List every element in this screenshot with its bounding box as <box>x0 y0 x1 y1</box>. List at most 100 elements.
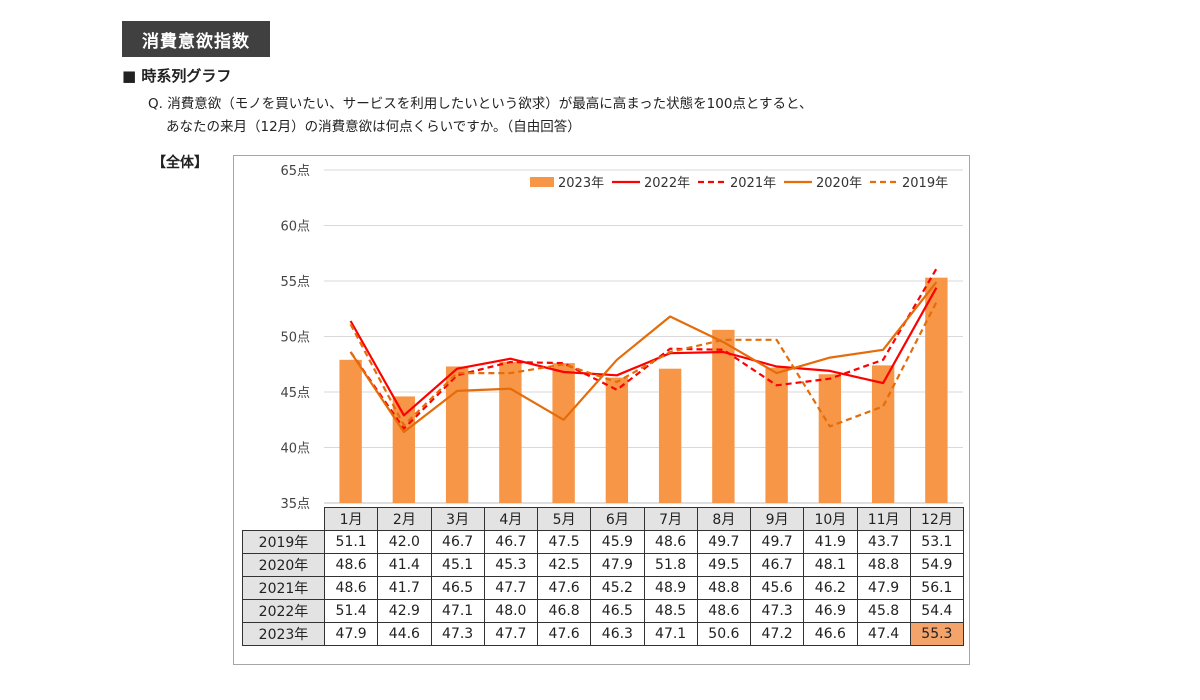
data-table: 1月 2月 3月 4月 5月 6月 7月 8月 9月 10月 11月 12月 2019年 51.1 42.0… <box>242 507 965 646</box>
y-tick-label: 55点 <box>280 275 310 290</box>
value-cell: 47.5 <box>536 530 592 554</box>
value-cell: 41.4 <box>377 553 432 577</box>
y-tick-label: 35点 <box>280 497 310 512</box>
graph-subtitle: ■ 時系列グラフ <box>122 67 232 85</box>
legend-swatch <box>530 177 554 187</box>
value-cell: 47.6 <box>536 622 592 646</box>
value-cell: 49.5 <box>696 553 752 577</box>
value-cell: 47.3 <box>430 622 485 646</box>
value-cell: 46.7 <box>483 530 539 554</box>
value-cell: 48.1 <box>803 553 858 577</box>
bar <box>392 396 416 503</box>
series-line <box>349 301 938 428</box>
legend-label: 2021年 <box>730 176 776 191</box>
y-tick-label: 60点 <box>280 220 310 235</box>
value-cell: 48.6 <box>323 576 379 600</box>
table-row: 2019年 51.1 42.0 46.7 46.7 47.5 45.9 48.6 49.7 49.… <box>242 530 965 554</box>
table-row: 2023年 47.9 44.6 47.3 47.7 47.6 46.3 47.1 50.6 47.… <box>242 622 965 646</box>
chart-svg: 35点 40点 45点 50点 55点 60点 65点 2023年 2022年 2021年 2020… <box>280 164 963 512</box>
value-cell: 47.6 <box>536 576 592 600</box>
legend-label: 2019年 <box>902 176 948 191</box>
value-cell: 51.4 <box>323 599 379 623</box>
value-cell: 43.7 <box>856 530 911 554</box>
value-cell: 46.5 <box>590 599 645 623</box>
value-cell: 48.9 <box>643 576 698 600</box>
value-cell: 42.5 <box>536 553 592 577</box>
bar <box>605 377 629 503</box>
value-cell: 48.0 <box>483 599 539 623</box>
value-cell: 42.9 <box>377 599 432 623</box>
value-cell: 41.7 <box>377 576 432 600</box>
table-row: 2020年 48.6 41.4 45.1 45.3 42.5 47.9 51.8 49.5 46.… <box>242 553 965 577</box>
value-cell: 51.1 <box>323 530 379 554</box>
survey-question: Q. 消費意欲（モノを買いたい、サービスを利用したいという欲求）が最高に高まった… <box>148 93 813 139</box>
value-cell: 51.8 <box>643 553 698 577</box>
bar <box>712 329 735 503</box>
value-cell: 47.1 <box>643 622 698 646</box>
month-header: 12月 <box>909 507 965 531</box>
year-label: 2022年 <box>242 599 325 623</box>
value-cell: 47.2 <box>749 622 805 646</box>
value-cell: 47.9 <box>856 576 911 600</box>
value-cell: 49.7 <box>749 530 805 554</box>
question-line-2: あなたの来月（12月）の消費意欲は何点くらいですか。（自由回答） <box>166 119 581 135</box>
value-cell: 46.2 <box>803 576 858 600</box>
value-cell: 48.6 <box>696 599 752 623</box>
value-cell: 47.4 <box>856 622 911 646</box>
y-tick-label: 40点 <box>280 442 310 457</box>
value-cell: 45.2 <box>590 576 645 600</box>
value-cell: 48.5 <box>643 599 698 623</box>
year-label: 2023年 <box>242 622 325 646</box>
bar <box>339 359 362 503</box>
bar <box>818 374 842 503</box>
value-cell: 41.9 <box>803 530 858 554</box>
month-header: 11月 <box>856 507 911 531</box>
bar <box>871 365 895 503</box>
bar <box>445 366 469 503</box>
year-label: 2019年 <box>242 530 325 554</box>
value-cell: 46.7 <box>749 553 805 577</box>
value-cell: 47.9 <box>590 553 645 577</box>
value-cell: 46.8 <box>536 599 592 623</box>
legend-label: 2023年 <box>558 176 604 191</box>
bar <box>925 277 948 503</box>
section-header: 消費意欲指数 <box>122 21 270 57</box>
table-corner <box>243 508 325 531</box>
month-header: 2月 <box>377 507 432 531</box>
month-header: 4月 <box>483 507 539 531</box>
chart-frame: 35点 40点 45点 50点 55点 60点 65点 2023年 2022年 2021年 2020… <box>233 155 970 665</box>
value-cell: 49.7 <box>696 530 752 554</box>
value-cell: 56.1 <box>909 576 965 600</box>
value-cell: 45.9 <box>590 530 645 554</box>
month-header: 7月 <box>643 507 698 531</box>
value-cell: 47.7 <box>483 622 539 646</box>
value-cell: 44.6 <box>377 622 432 646</box>
value-cell: 50.6 <box>696 622 752 646</box>
series-line <box>349 268 938 430</box>
y-tick-label: 65点 <box>280 164 310 179</box>
bar <box>552 363 575 503</box>
value-cell: 46.3 <box>590 622 645 646</box>
bar <box>658 368 682 503</box>
value-cell: 53.1 <box>909 530 965 554</box>
value-cell: 47.9 <box>323 622 379 646</box>
value-cell: 48.6 <box>323 553 379 577</box>
month-header: 9月 <box>749 507 805 531</box>
value-cell: 46.5 <box>430 576 485 600</box>
month-header: 10月 <box>803 507 858 531</box>
table-row: 2021年 48.6 41.7 46.5 47.7 47.6 45.2 48.9 48.8 45.… <box>242 576 965 600</box>
value-cell: 45.1 <box>430 553 485 577</box>
value-cell: 46.9 <box>803 599 858 623</box>
series-line <box>349 287 938 417</box>
legend-label: 2020年 <box>816 176 862 191</box>
value-cell: 46.6 <box>803 622 858 646</box>
bar <box>499 362 522 503</box>
legend-label: 2022年 <box>644 176 690 191</box>
value-cell: 54.9 <box>909 553 965 577</box>
year-label: 2021年 <box>242 576 325 600</box>
table-header-row: 1月 2月 3月 4月 5月 6月 7月 8月 9月 10月 11月 12月 <box>243 507 965 531</box>
series-line <box>349 281 938 434</box>
y-tick-label: 45点 <box>280 386 310 401</box>
value-cell: 48.6 <box>643 530 698 554</box>
value-cell: 55.3 <box>909 622 965 646</box>
